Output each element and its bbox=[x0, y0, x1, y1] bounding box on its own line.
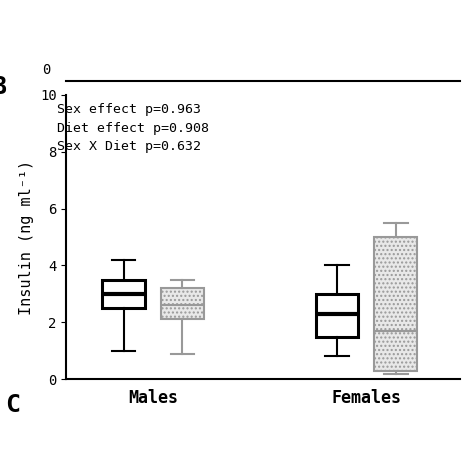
Bar bbox=[102, 280, 145, 308]
Text: B: B bbox=[0, 75, 7, 99]
Bar bbox=[316, 294, 358, 337]
Text: Males: Males bbox=[128, 120, 178, 137]
Text: Females: Females bbox=[331, 120, 401, 137]
Bar bbox=[161, 288, 204, 319]
Bar bbox=[374, 237, 417, 371]
Y-axis label: Insulin (ng ml⁻¹): Insulin (ng ml⁻¹) bbox=[19, 159, 34, 315]
Text: Sex effect p=0.963
Diet effect p=0.908
Sex X Diet p=0.632: Sex effect p=0.963 Diet effect p=0.908 S… bbox=[57, 103, 209, 153]
Text: 0: 0 bbox=[42, 63, 51, 77]
Text: C: C bbox=[5, 393, 20, 417]
